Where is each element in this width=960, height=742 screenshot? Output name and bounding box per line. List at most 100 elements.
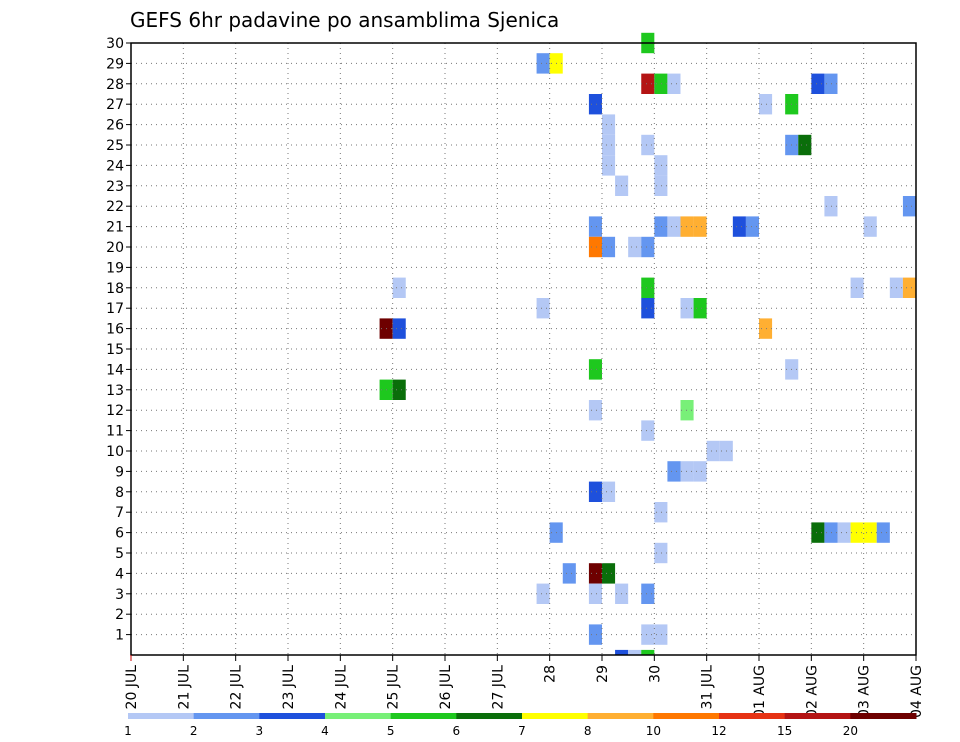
precip-cell [641,277,655,298]
precip-cell [706,440,720,462]
colorbar-label: 1 [124,724,132,738]
y-tick-label: 16 [106,322,124,338]
y-tick-label: 14 [106,362,124,378]
y-tick-label: 27 [106,97,124,113]
y-tick-label: 18 [106,281,124,297]
colorbar-swatch [259,713,326,719]
y-tick-label: 6 [115,526,124,542]
precip-cell [654,624,668,645]
y-tick-label: 17 [106,301,124,317]
precip-cell [811,522,825,543]
y-tick-label: 25 [106,138,124,154]
precip-cell [824,522,838,543]
precip-cell [588,359,602,380]
precip-cell [654,175,668,196]
precip-cell [654,542,668,564]
y-tick-label: 21 [106,220,124,236]
precip-cell [667,461,681,482]
colorbar-label: 2 [190,724,198,738]
precip-cell [902,277,916,298]
precip-cell [824,196,838,217]
x-tick-label: 29 [595,665,611,683]
precip-cell [641,624,655,645]
y-tick-label: 3 [115,587,124,603]
precip-cell [641,420,655,441]
colorbar-swatch [587,713,654,719]
y-tick-label: 29 [106,56,124,72]
x-tick-label: 25 JUL [386,665,402,710]
precip-cell [392,277,406,298]
y-tick-label: 9 [115,464,124,480]
precip-cell [562,563,576,584]
colorbar-swatch [128,713,195,719]
colorbar-label: 15 [777,724,792,738]
colorbar-label: 10 [646,724,661,738]
x-tick-label: 26 JUL [438,665,454,710]
precip-cell [536,53,550,74]
y-tick-label: 23 [106,179,124,195]
precip-cell [588,94,602,115]
precip-cell [588,624,602,645]
x-tick-label: 02 AUG [804,665,820,718]
precip-cell [811,73,825,94]
x-tick-label: 21 JUL [176,665,192,710]
x-tick-label: 04 AUG [909,665,925,718]
precip-cell [588,236,602,258]
precip-cell [667,73,681,94]
colorbar-swatch [522,713,589,719]
precip-cell [602,155,616,176]
precip-cell [641,134,655,156]
precip-cell [759,94,773,115]
colorbar-swatch [850,713,917,719]
precip-cell [641,649,655,655]
precip-cell [680,400,694,421]
grid-layer [131,42,916,655]
x-tick-label: 01 AUG [752,665,768,718]
colorbar-label: 8 [584,724,592,738]
precip-cell [798,134,812,156]
y-tick-label: 13 [106,383,124,399]
precip-cell [588,216,602,237]
x-tick-label: 27 JUL [490,665,506,710]
x-tick-label: 28 [543,665,559,683]
y-tick-label: 11 [106,424,124,440]
precip-cell [588,583,602,604]
precip-cell [693,298,707,319]
colorbar-swatch [653,713,720,719]
precip-cell [902,196,916,217]
precip-cell [392,318,406,339]
colorbar-swatch [456,713,523,719]
x-tick-label: 24 JUL [333,665,349,710]
precip-cell [654,155,668,176]
y-tick-label: 4 [115,566,124,582]
colorbar-swatch [390,713,457,719]
precip-cell [588,481,602,502]
precip-cell [863,216,877,237]
precip-cell [680,216,694,237]
precip-cell [759,318,773,339]
y-tick-label: 15 [106,342,124,358]
colorbar-swatch [784,713,851,719]
precip-cell [837,522,851,543]
cells-layer [379,32,916,655]
precip-cell [745,216,759,237]
colorbar-swatch [193,713,260,719]
colorbar-swatch [719,713,786,719]
y-tick-label: 28 [106,77,124,93]
colorbar-label: 5 [387,724,395,738]
precip-cell [602,563,616,584]
precip-cell [602,236,616,258]
precip-cell [588,563,602,584]
precip-cell [824,73,838,94]
x-tick-label: 20 JUL [124,665,140,710]
precip-cell [392,379,406,400]
colorbar-label: 7 [518,724,526,738]
colorbar: 1 2 3 4 5 6 7 8 10 12 15 20 [124,713,917,738]
y-tick-label: 5 [115,546,124,562]
precip-cell [654,502,668,523]
precip-cell [850,522,864,543]
y-tick-label: 10 [106,444,124,460]
x-tick-label: 03 AUG [857,665,873,718]
colorbar-swatch [325,713,392,719]
